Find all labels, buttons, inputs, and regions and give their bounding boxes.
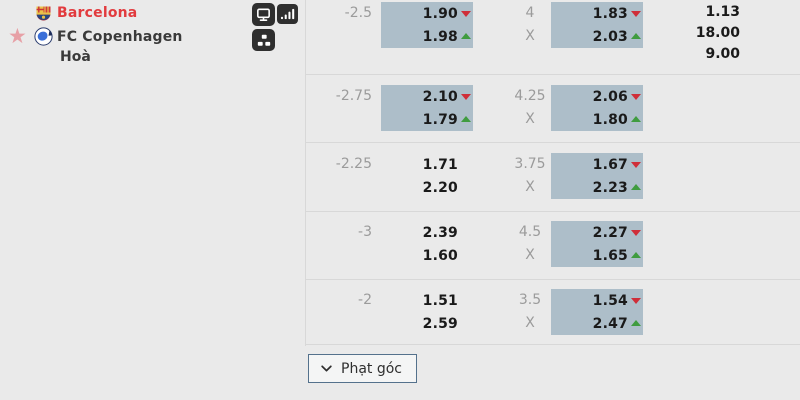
draw-label: Hoà xyxy=(60,49,91,65)
lineup-icon xyxy=(257,34,270,46)
odds-value: 2.10 xyxy=(422,88,458,105)
home-team-name: Barcelona xyxy=(57,5,138,21)
x-label: X xyxy=(525,247,535,263)
odds-value: 1.67 xyxy=(592,156,628,173)
handicap-label: -2 xyxy=(358,292,372,308)
x-label: X xyxy=(525,179,535,195)
corner-kicks-label: Phạt góc xyxy=(341,360,402,377)
goal-line-label: 4.5 xyxy=(518,224,542,240)
odds-value: 1.65 xyxy=(592,247,628,264)
goal-line-column: 4.25 X xyxy=(509,85,551,131)
goal-line-column: 4 X xyxy=(509,2,551,48)
goal-line-label: 3.5 xyxy=(518,292,542,308)
home-team-logo xyxy=(34,4,53,23)
odds-value: 1.54 xyxy=(592,292,628,309)
odds-value: 1.83 xyxy=(592,5,628,22)
trend-arrow-icon xyxy=(628,289,643,312)
odds-value: 2.39 xyxy=(422,224,458,241)
odds-table: -2.5 1.90 1.98 4 X 1.83 2.03 1.13 18.00 … xyxy=(305,0,800,346)
handicap-label: -2.5 xyxy=(344,5,372,21)
odds-value: 1.51 xyxy=(422,292,458,309)
odds-value: 2.47 xyxy=(592,315,628,332)
trend-arrow-icon xyxy=(458,312,473,335)
handicap-label: -2.75 xyxy=(335,88,372,104)
trend-arrow-icon xyxy=(458,108,473,131)
odds-value: 1.71 xyxy=(422,156,458,173)
trend-arrow-icon xyxy=(458,244,473,267)
odds-row: -3 2.39 1.60 4.5 X 2.27 1.65 xyxy=(306,212,800,280)
over-under-cell[interactable]: 1.54 2.47 xyxy=(551,289,643,335)
trend-arrow-icon xyxy=(458,176,473,199)
odds-value: 1.80 xyxy=(592,111,628,128)
trend-arrow-icon xyxy=(628,25,643,48)
trend-arrow-icon xyxy=(628,153,643,176)
odds-row: -2.5 1.90 1.98 4 X 1.83 2.03 1.13 18.00 … xyxy=(306,0,800,75)
handicap-label: -2.25 xyxy=(335,156,372,172)
trend-arrow-icon xyxy=(458,289,473,312)
chevron-down-icon xyxy=(321,365,332,372)
odds-value: 1.79 xyxy=(422,111,458,128)
trend-arrow-icon xyxy=(458,85,473,108)
goal-line-column: 3.5 X xyxy=(509,289,551,335)
trend-arrow-icon xyxy=(628,244,643,267)
away-team-logo xyxy=(34,27,53,46)
odds-value: 2.23 xyxy=(592,179,628,196)
trend-arrow-icon xyxy=(458,25,473,48)
stats-icon xyxy=(280,8,295,20)
away-win-odds[interactable]: 18.00 xyxy=(695,25,740,41)
x-label: X xyxy=(525,28,535,44)
asian-handicap-cell[interactable]: 1.51 2.59 xyxy=(381,289,473,335)
asian-handicap-cell[interactable]: 2.10 1.79 xyxy=(381,85,473,131)
goal-line-label: 3.75 xyxy=(514,156,546,172)
live-tv-icon xyxy=(257,8,270,21)
corner-kicks-button[interactable]: Phạt góc xyxy=(308,354,417,383)
trend-arrow-icon xyxy=(628,221,643,244)
over-under-cell[interactable]: 1.83 2.03 xyxy=(551,2,643,48)
trend-arrow-icon xyxy=(628,108,643,131)
asian-handicap-cell[interactable]: 1.90 1.98 xyxy=(381,2,473,48)
goal-line-label: 4 xyxy=(525,5,535,21)
goal-line-column: 3.75 X xyxy=(509,153,551,199)
odds-row: -2 1.51 2.59 3.5 X 1.54 2.47 xyxy=(306,280,800,345)
asian-handicap-cell[interactable]: 2.39 1.60 xyxy=(381,221,473,267)
draw-odds[interactable]: 9.00 xyxy=(705,46,740,62)
odds-value: 2.20 xyxy=(422,179,458,196)
lineup-button[interactable] xyxy=(252,29,275,51)
odds-value: 2.06 xyxy=(592,88,628,105)
trend-arrow-icon xyxy=(628,85,643,108)
odds-row: -2.75 2.10 1.79 4.25 X 2.06 1.80 xyxy=(306,75,800,143)
goal-line-label: 4.25 xyxy=(514,88,546,104)
odds-value: 1.60 xyxy=(422,247,458,264)
odds-value: 1.98 xyxy=(422,28,458,45)
favorite-star-icon[interactable]: ★ xyxy=(8,24,27,48)
over-under-cell[interactable]: 2.06 1.80 xyxy=(551,85,643,131)
over-under-cell[interactable]: 2.27 1.65 xyxy=(551,221,643,267)
asian-handicap-cell[interactable]: 1.71 2.20 xyxy=(381,153,473,199)
trend-arrow-icon xyxy=(628,176,643,199)
odds-row: -2.25 1.71 2.20 3.75 X 1.67 2.23 xyxy=(306,143,800,212)
x-label: X xyxy=(525,315,535,331)
handicap-label: -3 xyxy=(358,224,372,240)
away-team-name: FC Copenhagen xyxy=(57,29,183,45)
live-tv-button[interactable] xyxy=(252,3,275,26)
home-win-odds[interactable]: 1.13 xyxy=(705,4,740,20)
full-time-odds-column: 1.13 18.00 9.00 xyxy=(676,2,740,65)
trend-arrow-icon xyxy=(458,153,473,176)
stats-button[interactable] xyxy=(277,4,298,24)
trend-arrow-icon xyxy=(628,2,643,25)
odds-value: 2.03 xyxy=(592,28,628,45)
over-under-cell[interactable]: 1.67 2.23 xyxy=(551,153,643,199)
trend-arrow-icon xyxy=(458,2,473,25)
x-label: X xyxy=(525,111,535,127)
trend-arrow-icon xyxy=(628,312,643,335)
trend-arrow-icon xyxy=(458,221,473,244)
odds-value: 2.27 xyxy=(592,224,628,241)
odds-value: 1.90 xyxy=(422,5,458,22)
goal-line-column: 4.5 X xyxy=(509,221,551,267)
odds-value: 2.59 xyxy=(422,315,458,332)
